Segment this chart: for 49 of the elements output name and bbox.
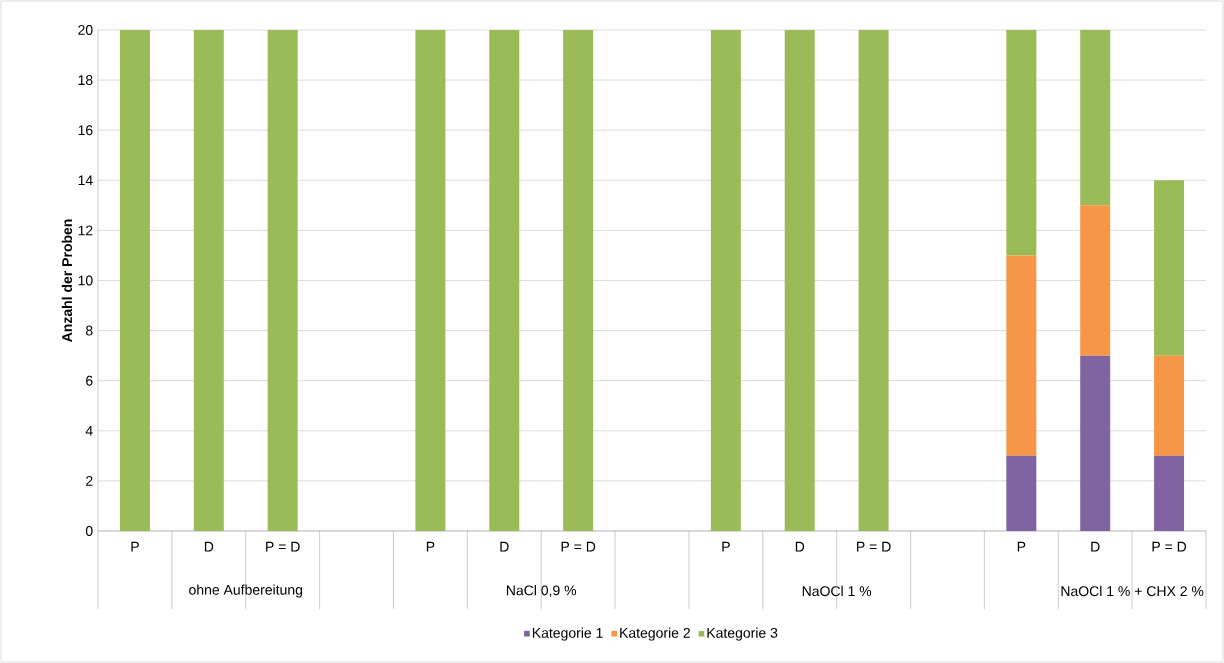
x-tick-label: P = D: [857, 541, 891, 552]
bar: [1080, 355, 1111, 531]
text: ohne Aufbereitung: [189, 584, 303, 598]
x-tick-label: P: [1017, 541, 1026, 552]
y-axis-title: Anzahl der Proben: [61, 219, 73, 342]
y-tick-label: 10: [78, 275, 93, 286]
bar: [1154, 355, 1185, 456]
x-tick-label: P = D: [266, 541, 300, 552]
bar: [784, 29, 815, 531]
text: NaOCl 1 % + CHX 2 %: [1061, 585, 1204, 597]
x-tick-label: P: [426, 541, 435, 552]
bar: [119, 29, 150, 531]
x-tick-label: P: [131, 541, 139, 552]
y-tick-label: 12: [78, 225, 93, 236]
x-tick-label: D: [795, 541, 805, 552]
y-tick-label: 14: [78, 175, 93, 186]
legend-label: Kategorie 2: [620, 627, 690, 641]
y-tick-label: 18: [78, 75, 93, 86]
bar: [1080, 29, 1111, 206]
x-tick-label: P = D: [1152, 541, 1187, 552]
bar: [1006, 455, 1037, 531]
bar: [858, 29, 889, 531]
bar: [563, 29, 594, 531]
legend-label: Kategorie 1: [532, 627, 603, 641]
bar: [710, 29, 741, 531]
bar: [1154, 455, 1185, 531]
y-tick-label: 20: [78, 25, 93, 35]
bar: [267, 29, 298, 531]
x-tick-label: D: [204, 541, 214, 552]
x-tick-label: D: [500, 541, 509, 552]
bar: [1006, 29, 1037, 256]
y-tick-label: 2: [86, 475, 93, 486]
y-tick-label: 16: [78, 125, 93, 136]
y-tick-label: 6: [86, 375, 93, 386]
y-tick-label: 4: [85, 425, 93, 436]
bar: [415, 29, 446, 531]
bar: [1080, 205, 1111, 356]
x-tick-label: P: [722, 541, 730, 552]
bar: [489, 29, 520, 531]
y-tick-label: 8: [85, 325, 93, 336]
bar: [193, 29, 224, 531]
bar: [1006, 255, 1037, 456]
text: NaCl 0,9 %: [506, 585, 577, 597]
bar: [1154, 180, 1185, 356]
legend-label: Kategorie 3: [707, 627, 778, 641]
x-tick-label: D: [1091, 541, 1100, 552]
y-tick-label: 0: [85, 526, 93, 536]
text: NaOCl 1 %: [802, 585, 872, 597]
x-tick-label: P = D: [561, 541, 596, 552]
